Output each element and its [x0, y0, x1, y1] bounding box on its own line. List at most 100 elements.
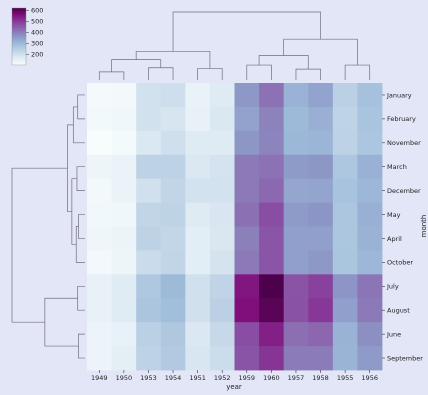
dendrogram-link — [44, 297, 79, 347]
heatmap-cell-march-1954 — [160, 154, 186, 180]
heatmap-cell-september-1960 — [259, 346, 285, 371]
heatmap-cell-october-1951 — [185, 250, 211, 275]
colorbar-segment — [12, 52, 26, 54]
heatmap-cell-february-1955 — [332, 106, 358, 132]
heatmap-cell-january-1957 — [283, 83, 309, 108]
colorbar-segment — [12, 45, 26, 47]
heatmap-cell-october-1956 — [357, 250, 383, 275]
heatmap-cell-december-1955 — [332, 178, 358, 203]
heatmap-cell-october-1955 — [332, 250, 358, 275]
colorbar-segment — [12, 25, 26, 27]
colorbar-segment — [12, 15, 26, 17]
heatmap-cell-april-1955 — [332, 226, 358, 251]
x-tick-label-1955: 1955 — [337, 374, 354, 382]
heatmap-cell-september-1955 — [332, 346, 358, 371]
colorbar-segment — [12, 19, 26, 22]
heatmap-cell-december-1949 — [87, 178, 112, 203]
dendrogram-link — [197, 68, 223, 80]
heatmap-cell-october-1959 — [234, 250, 260, 275]
colorbar-segment — [12, 37, 26, 40]
heatmap-cell-july-1955 — [332, 274, 358, 299]
heatmap-cell-april-1958 — [308, 226, 334, 251]
heatmap-cell-april-1951 — [185, 226, 211, 251]
heatmap-cell-november-1957 — [283, 130, 309, 156]
heatmap-cell-march-1951 — [185, 154, 211, 180]
colorbar-segment — [12, 27, 26, 30]
heatmap-cell-april-1952 — [209, 226, 235, 251]
y-tick-label-november: November — [387, 139, 421, 147]
heatmap-cell-september-1958 — [308, 346, 334, 371]
heatmap-cell-april-1953 — [136, 226, 162, 251]
y-tick-label-october: October — [387, 259, 413, 267]
heatmap-cell-february-1959 — [234, 106, 260, 132]
colorbar-segment — [12, 10, 26, 13]
y-tick-label-april: April — [387, 235, 402, 243]
heatmap-cell-september-1950 — [111, 346, 137, 371]
heatmap-cell-july-1949 — [87, 274, 112, 299]
heatmap-cell-february-1956 — [357, 106, 383, 132]
heatmap-cell-january-1950 — [111, 83, 137, 108]
heatmap-cell-march-1953 — [136, 154, 162, 180]
dendrogram-link — [98, 71, 125, 80]
heatmap-cell-february-1952 — [209, 106, 235, 132]
dendrogram-link — [111, 59, 162, 72]
heatmap-cell-january-1949 — [87, 83, 112, 108]
heatmap-cell-january-1955 — [332, 83, 358, 108]
heatmap-cell-september-1953 — [136, 346, 162, 371]
colorbar-segment — [12, 30, 26, 33]
heatmap-cell-july-1950 — [111, 274, 137, 299]
colorbar-segment — [12, 56, 26, 59]
heatmap-cell-february-1954 — [160, 106, 186, 132]
colorbar-segment — [12, 36, 26, 39]
colorbar-segment — [12, 33, 26, 36]
heatmap-cell-october-1958 — [308, 250, 334, 275]
heatmap-cell-may-1957 — [283, 202, 309, 227]
heatmap-cell-august-1951 — [185, 298, 211, 323]
heatmap-cell-november-1959 — [234, 130, 260, 156]
dendrogram-link — [78, 214, 85, 239]
dendrogram-link — [11, 167, 68, 323]
heatmap-cell-may-1950 — [111, 202, 137, 227]
heatmap-cell-june-1960 — [259, 322, 285, 347]
heatmap-cell-january-1954 — [160, 83, 186, 108]
heatmap-cell-april-1956 — [357, 226, 383, 251]
heatmap-cell-may-1954 — [160, 202, 186, 227]
heatmap-cell-november-1950 — [111, 130, 137, 156]
heatmap-cell-september-1957 — [283, 346, 309, 371]
heatmap-cell-october-1960 — [259, 250, 285, 275]
colorbar-segment — [12, 42, 26, 45]
colorbar-segment — [12, 12, 26, 15]
heatmap-cell-march-1949 — [87, 154, 112, 180]
heatmap-cell-december-1951 — [185, 178, 211, 203]
heatmap-cell-april-1957 — [283, 226, 309, 251]
x-tick-label-1953: 1953 — [140, 374, 157, 382]
heatmap-cell-november-1951 — [185, 130, 211, 156]
heatmap-cell-february-1960 — [259, 106, 285, 132]
colorbar-segment — [12, 26, 26, 29]
heatmap-cell-august-1960 — [259, 298, 285, 323]
heatmap-cell-february-1950 — [111, 106, 137, 132]
heatmap-cell-may-1959 — [234, 202, 260, 227]
heatmap-cell-april-1954 — [160, 226, 186, 251]
heatmap-cell-may-1949 — [87, 202, 112, 227]
colorbar-segment — [12, 13, 26, 16]
heatmap-cell-november-1958 — [308, 130, 334, 156]
dendrogram-link — [148, 67, 174, 80]
heatmap-cell-november-1960 — [259, 130, 285, 156]
heatmap-cell-june-1954 — [160, 322, 186, 347]
heatmap-cell-october-1950 — [111, 250, 137, 275]
y-tick-label-january: January — [386, 91, 412, 99]
heatmap-cell-november-1953 — [136, 130, 162, 156]
heatmap-cell-october-1952 — [209, 250, 235, 275]
heatmap-cell-august-1954 — [160, 298, 186, 323]
colorbar-segment — [12, 17, 26, 20]
heatmap-cell-november-1955 — [332, 130, 358, 156]
colorbar-segment — [12, 32, 26, 35]
y-tick-label-february: February — [387, 115, 416, 123]
dendrogram-link — [172, 11, 321, 52]
heatmap-cell-june-1953 — [136, 322, 162, 347]
heatmap-cell-may-1958 — [308, 202, 334, 227]
column-dendrogram — [98, 11, 371, 80]
heatmap-cell-march-1959 — [234, 154, 260, 180]
heatmap-cell-january-1953 — [136, 83, 162, 108]
